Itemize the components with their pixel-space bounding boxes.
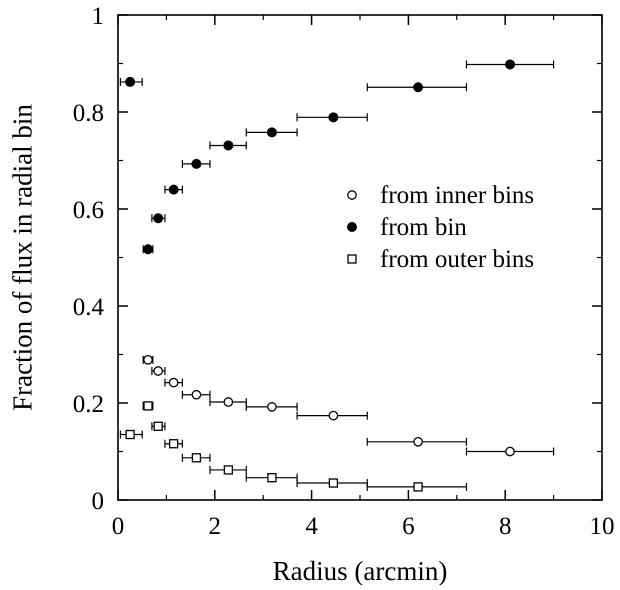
marker-open-circle <box>413 436 423 447</box>
axis-ticks <box>117 14 603 501</box>
marker-open-square <box>223 465 234 475</box>
data-point <box>142 244 154 255</box>
marker-filled-circle <box>223 140 234 151</box>
marker-open-circle <box>153 366 164 376</box>
data-point <box>142 354 154 365</box>
marker-open-circle <box>328 410 339 421</box>
y-tick-label: 0.8 <box>73 100 104 127</box>
data-point <box>181 389 211 400</box>
marker-filled-circle <box>153 213 164 224</box>
marker-open-circle <box>347 190 357 200</box>
data-point <box>164 377 183 388</box>
marker-open-circle <box>168 377 179 388</box>
x-tick-label: 2 <box>209 513 222 540</box>
data-point <box>245 402 298 412</box>
y-tick-label: 0.4 <box>73 294 105 321</box>
data-point <box>181 158 211 169</box>
series-from-bin <box>119 59 555 255</box>
legend-label: from bin <box>380 214 467 241</box>
y-tick-label: 1 <box>92 3 105 30</box>
marker-filled-circle <box>168 184 179 195</box>
legend-label: from outer bins <box>380 246 534 273</box>
data-point <box>366 436 468 447</box>
data-point <box>465 446 555 457</box>
marker-open-square <box>413 482 423 492</box>
y-tick-label: 0.2 <box>73 391 104 418</box>
x-tick-label: 8 <box>499 513 512 540</box>
y-tick-label: 0 <box>92 488 105 515</box>
data-point <box>366 82 468 93</box>
legend-item: from inner bins <box>347 182 534 209</box>
data-point <box>465 59 555 70</box>
data-point <box>296 112 368 123</box>
data-point <box>119 429 143 440</box>
legend-item: from outer bins <box>347 246 534 273</box>
marker-open-circle <box>223 397 234 407</box>
data-point <box>164 184 183 195</box>
data-point <box>164 439 183 449</box>
marker-open-square <box>143 401 153 411</box>
series-from-outer-bins <box>119 401 468 492</box>
legend: from inner bins from bin from outer bins <box>347 182 534 273</box>
data-point <box>296 410 368 421</box>
x-axis-title: Radius (arcmin) <box>273 556 448 585</box>
x-tick-label: 10 <box>590 513 615 540</box>
marker-open-square <box>191 453 202 463</box>
marker-open-square <box>169 439 179 449</box>
data-point <box>119 76 143 87</box>
marker-filled-circle <box>191 158 202 169</box>
marker-filled-circle <box>413 82 424 93</box>
marker-open-square <box>328 478 339 488</box>
marker-open-circle <box>191 389 202 400</box>
data-point <box>181 453 211 463</box>
marker-filled-circle <box>347 222 357 232</box>
marker-filled-circle <box>143 244 154 255</box>
marker-filled-circle <box>125 76 136 87</box>
data-point <box>209 465 247 475</box>
marker-open-square <box>125 429 135 440</box>
legend-item: from bin <box>347 214 467 241</box>
data-point <box>209 397 247 407</box>
marker-filled-circle <box>266 127 277 138</box>
data-point <box>245 127 298 138</box>
y-axis-title: Fraction of flux in radial bin <box>7 104 37 411</box>
data-point <box>151 366 166 376</box>
x-tick-label: 6 <box>402 513 415 540</box>
marker-open-circle <box>143 354 153 365</box>
legend-label: from inner bins <box>380 182 534 209</box>
marker-filled-circle <box>328 112 339 123</box>
data-point <box>142 401 154 411</box>
data-point <box>151 421 166 431</box>
data-point <box>296 478 368 488</box>
chart-marks <box>119 59 555 492</box>
marker-open-square <box>347 254 357 264</box>
data-point <box>366 482 468 492</box>
y-tick-label: 0.6 <box>73 197 104 224</box>
data-point <box>209 140 247 151</box>
x-tick-label: 0 <box>112 513 125 540</box>
data-point <box>151 213 166 224</box>
x-tick-label: 4 <box>305 513 318 540</box>
marker-open-square <box>267 473 277 483</box>
marker-open-circle <box>505 446 515 457</box>
axis-tick-labels: 0 2 4 6 8 10 0 0.2 0.4 0.6 0.8 1 <box>73 3 615 540</box>
marker-open-circle <box>267 402 277 412</box>
marker-open-square <box>153 421 163 431</box>
series-from-inner-bins <box>142 354 555 457</box>
data-point <box>245 473 298 483</box>
marker-filled-circle <box>505 59 516 70</box>
